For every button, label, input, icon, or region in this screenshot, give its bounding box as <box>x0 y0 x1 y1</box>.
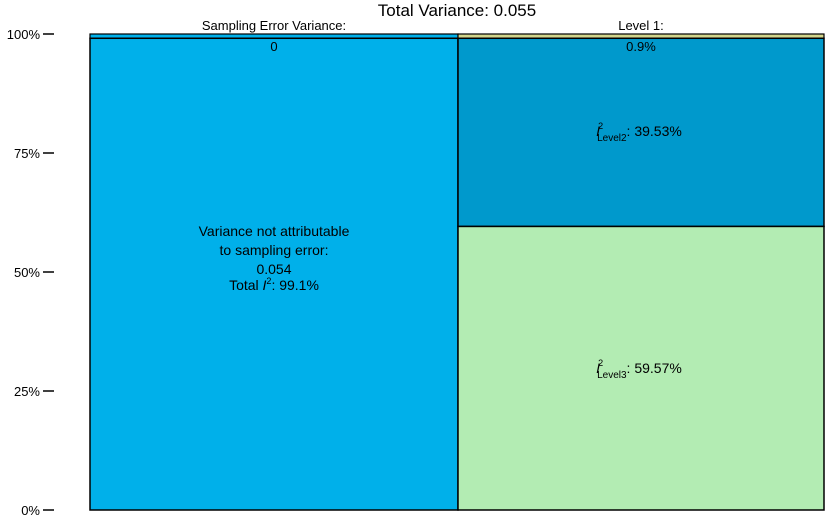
column-header-level1: Level 1: <box>618 18 664 33</box>
level1-value-label: 0.9% <box>626 39 656 54</box>
not-attributable-label-line2: to sampling error: <box>220 242 329 258</box>
not-attributable-value: 0.054 <box>256 261 291 277</box>
segment-level2 <box>457 37 825 228</box>
sampling-error-value-label: 0 <box>270 39 277 54</box>
not-attributable-label-line1: Variance not attributable <box>199 223 350 239</box>
y-axis-tick-label-25: 25% <box>14 384 40 399</box>
y-axis-tick-label-50: 50% <box>14 265 40 280</box>
chart-title: Total Variance: 0.055 <box>378 1 536 20</box>
column-header-sampling-error: Sampling Error Variance: <box>202 18 346 33</box>
y-axis-tick-label-75: 75% <box>14 146 40 161</box>
total-i2-label: Total I2: 99.1% <box>229 276 319 293</box>
segment-level3 <box>457 225 825 511</box>
segment-not-attributable <box>89 37 459 511</box>
level3-i2-label: I2 Level3: 59.57% <box>596 358 682 381</box>
y-axis-tick-label-0: 0% <box>21 503 40 518</box>
y-axis-tick-label-100: 100% <box>7 27 41 42</box>
level2-i2-label: I2 Level2: 39.53% <box>596 121 682 144</box>
